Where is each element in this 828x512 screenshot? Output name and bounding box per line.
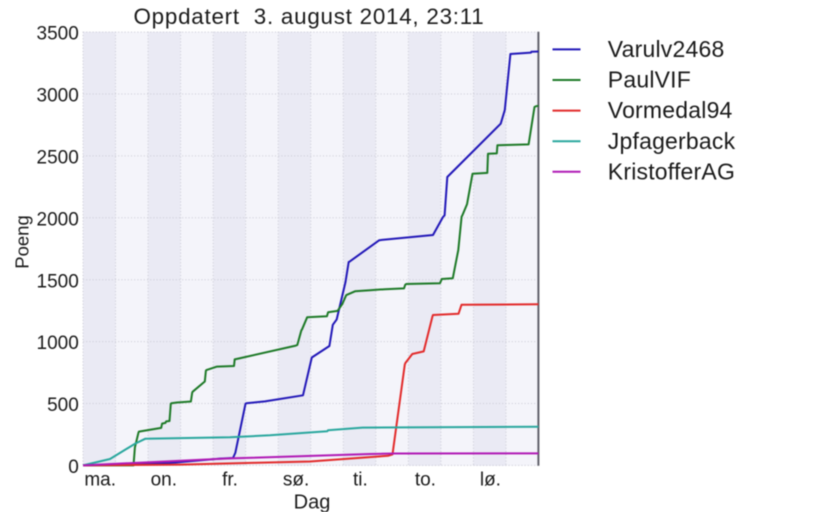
svg-text:500: 500 [47,395,79,416]
svg-text:2500: 2500 [37,148,79,169]
svg-text:2000: 2000 [37,209,79,230]
svg-text:lø.: lø. [480,469,501,490]
svg-text:Poeng: Poeng [12,215,33,269]
svg-text:Jpfagerback: Jpfagerback [608,128,736,154]
svg-text:fr.: fr. [222,469,238,490]
svg-text:ma.: ma. [84,469,116,490]
svg-text:sø.: sø. [283,469,309,490]
svg-text:on.: on. [151,469,177,490]
svg-text:Dag: Dag [294,491,331,512]
svg-text:KristofferAG: KristofferAG [608,158,735,184]
svg-text:0: 0 [68,457,79,478]
svg-text:ti.: ti. [353,469,368,490]
svg-text:PaulVIF: PaulVIF [608,67,691,93]
svg-text:3000: 3000 [37,86,79,107]
svg-text:1000: 1000 [37,333,79,354]
svg-text:1500: 1500 [37,271,79,292]
svg-text:to.: to. [415,469,436,490]
svg-text:3500: 3500 [37,24,79,45]
svg-text:Varulv2468: Varulv2468 [608,36,725,62]
svg-text:Vormedal94: Vormedal94 [608,97,733,123]
svg-text:Oppdatert 3. august 2014, 23:: Oppdatert 3. august 2014, 23:11 [134,4,485,29]
